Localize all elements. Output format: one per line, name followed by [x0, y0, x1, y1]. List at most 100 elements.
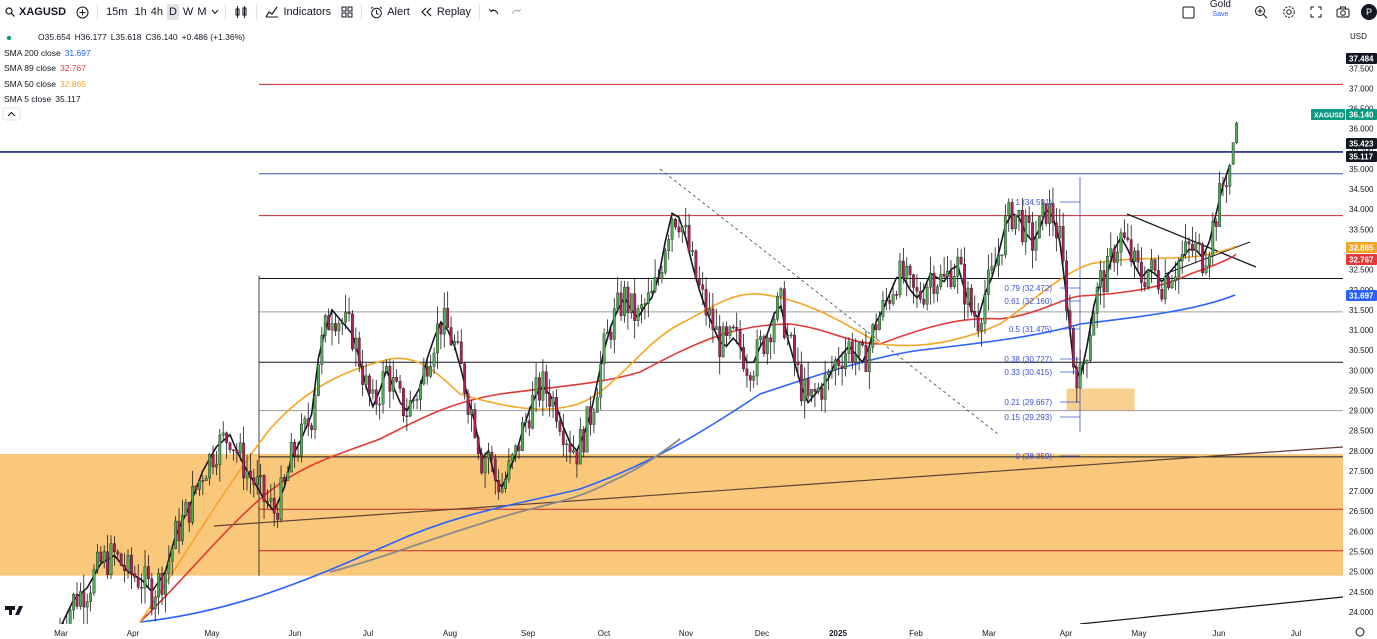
candle-body[interactable] — [643, 303, 647, 305]
candle-body[interactable] — [691, 250, 694, 252]
candle-body[interactable] — [762, 336, 766, 354]
candle-body[interactable] — [976, 316, 980, 332]
candle-body[interactable] — [228, 442, 232, 451]
candle-body[interactable] — [347, 311, 351, 315]
candle-body[interactable] — [476, 437, 480, 454]
candle-body[interactable] — [361, 366, 365, 385]
layout-name-button[interactable]: Gold Save — [1204, 0, 1245, 24]
candle-body[interactable] — [1143, 282, 1147, 288]
candle-body[interactable] — [286, 471, 290, 481]
candle-body[interactable] — [72, 593, 75, 611]
candle-body[interactable] — [531, 395, 535, 429]
interval-m[interactable]: M — [195, 0, 208, 24]
candle-body[interactable] — [402, 388, 405, 417]
zone-rect[interactable] — [1066, 388, 1135, 411]
candle-body[interactable] — [606, 331, 609, 335]
candle-body[interactable] — [238, 442, 242, 454]
candle-body[interactable] — [497, 480, 501, 493]
legend-sma-5[interactable]: SMA 5 close 35.117 — [4, 92, 245, 108]
candle-body[interactable] — [1214, 221, 1218, 227]
candle-body[interactable] — [1109, 248, 1113, 257]
candle-body[interactable] — [391, 377, 395, 392]
candle-body[interactable] — [538, 377, 541, 401]
redo-button[interactable] — [505, 0, 527, 24]
candle-body[interactable] — [439, 323, 443, 335]
candle-body[interactable] — [1037, 216, 1041, 239]
time-axis[interactable]: Mar Apr May Jun Jul Aug Sep Oct Nov Dec 2025 Feb Mar… — [0, 624, 1377, 639]
layout-select-button[interactable] — [1177, 0, 1200, 24]
candle-body[interactable] — [599, 363, 603, 398]
candle-body[interactable] — [150, 578, 154, 610]
candle-body[interactable] — [490, 452, 494, 459]
candle-body[interactable] — [323, 315, 327, 336]
candle-body[interactable] — [429, 365, 433, 377]
candle-body[interactable] — [534, 377, 538, 396]
candle-body[interactable] — [422, 366, 426, 385]
candle-body[interactable] — [187, 502, 191, 523]
candle-body[interactable] — [1099, 270, 1102, 288]
candle-body[interactable] — [704, 289, 708, 316]
candle-body[interactable] — [850, 341, 854, 363]
candle-body[interactable] — [106, 551, 109, 576]
candle-body[interactable] — [521, 422, 524, 451]
candle-body[interactable] — [96, 551, 99, 570]
candle-body[interactable] — [1034, 237, 1038, 251]
candle-body[interactable] — [1102, 270, 1106, 293]
candle-body[interactable] — [136, 577, 140, 588]
candle-body[interactable] — [633, 293, 637, 321]
candle-body[interactable] — [837, 359, 841, 366]
candle-body[interactable] — [895, 294, 898, 296]
candle-body[interactable] — [415, 399, 419, 401]
candle-body[interactable] — [820, 387, 824, 400]
candle-body[interactable] — [500, 488, 504, 493]
candle-body[interactable] — [684, 224, 688, 228]
candle-body[interactable] — [697, 278, 701, 286]
candle-body[interactable] — [952, 276, 956, 287]
candle-body[interactable] — [912, 274, 915, 288]
candle-body[interactable] — [544, 371, 548, 394]
candle-body[interactable] — [320, 335, 324, 365]
candle-body[interactable] — [1228, 165, 1232, 187]
lower-trendline[interactable] — [1079, 596, 1344, 625]
candle-body[interactable] — [201, 480, 205, 482]
interval-4h[interactable]: 4h — [149, 0, 165, 24]
candle-body[interactable] — [330, 323, 334, 331]
candle-body[interactable] — [218, 434, 222, 465]
candle-body[interactable] — [1092, 313, 1096, 336]
candle-body[interactable] — [1211, 221, 1215, 256]
fullscreen-button[interactable] — [1305, 0, 1327, 24]
candle-body[interactable] — [1177, 260, 1181, 278]
candle-body[interactable] — [918, 291, 922, 300]
candle-body[interactable] — [249, 470, 252, 479]
quick-search-button[interactable] — [1249, 0, 1273, 24]
replay-button[interactable]: Replay — [415, 0, 476, 24]
candle-body[interactable] — [636, 308, 640, 321]
candle-body[interactable] — [626, 286, 630, 314]
candle-body[interactable] — [623, 286, 626, 316]
candle-body[interactable] — [714, 326, 718, 330]
candle-body[interactable] — [993, 265, 997, 267]
candle-body[interactable] — [1088, 335, 1092, 361]
candle-body[interactable] — [854, 355, 858, 363]
candle-body[interactable] — [555, 397, 558, 422]
candle-body[interactable] — [806, 378, 810, 397]
candle-body[interactable] — [769, 337, 773, 343]
candle-body[interactable] — [276, 513, 280, 520]
interval-dropdown[interactable] — [208, 0, 222, 24]
candle-body[interactable] — [592, 412, 596, 425]
candle-body[interactable] — [680, 226, 684, 233]
candle-body[interactable] — [442, 307, 446, 335]
candle-body[interactable] — [748, 375, 752, 381]
support-trendline[interactable] — [213, 446, 1344, 527]
candle-body[interactable] — [1051, 203, 1055, 223]
candle-body[interactable] — [1167, 276, 1170, 289]
candle-body[interactable] — [89, 592, 92, 602]
candle-body[interactable] — [75, 593, 79, 607]
candle-body[interactable] — [395, 377, 399, 382]
candle-body[interactable] — [541, 371, 545, 401]
candle-body[interactable] — [925, 286, 929, 305]
candle-body[interactable] — [922, 299, 926, 305]
candle-body[interactable] — [619, 292, 623, 316]
candle-body[interactable] — [310, 425, 314, 430]
candle-body[interactable] — [1044, 203, 1048, 224]
